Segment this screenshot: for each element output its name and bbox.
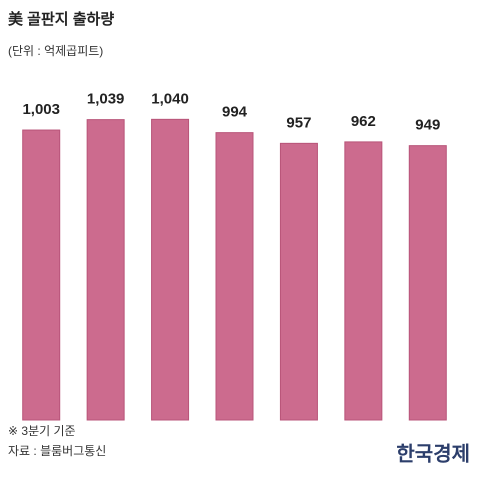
bar <box>279 142 318 421</box>
chart-title: 美 골판지 출하량 <box>8 10 114 28</box>
source: 자료 : 블룸버그통신 <box>8 444 106 458</box>
chart-subtitle: (단위 : 억제곱피트) <box>8 44 103 58</box>
data-label: 957 <box>286 114 311 131</box>
data-label: 994 <box>222 104 248 121</box>
bar <box>215 132 254 421</box>
bar <box>408 145 447 421</box>
data-label: 1,003 <box>22 101 60 118</box>
data-label: 949 <box>415 117 440 134</box>
data-label: 1,039 <box>87 91 125 108</box>
bar <box>151 118 190 421</box>
logo: 한국경제 <box>396 443 470 466</box>
bar <box>86 119 125 421</box>
data-label: 1,040 <box>151 90 189 107</box>
footnote: ※ 3분기 기준 <box>8 424 76 438</box>
data-label: 962 <box>351 113 376 130</box>
bar <box>344 141 383 421</box>
bar <box>22 129 61 421</box>
